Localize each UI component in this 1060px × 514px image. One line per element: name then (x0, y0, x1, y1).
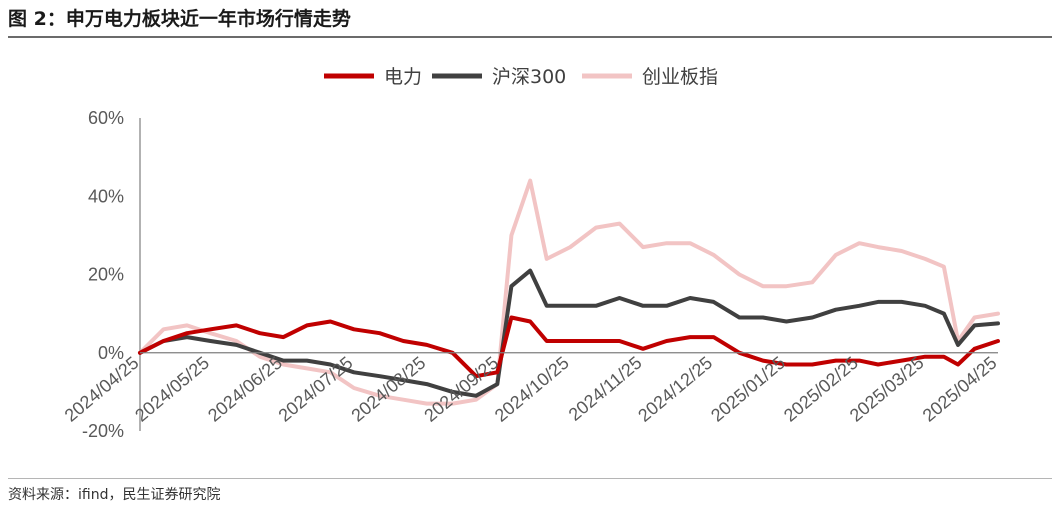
figure-title: 图 2：申万电力板块近一年市场行情走势 (8, 8, 351, 30)
legend-label: 电力 (384, 66, 422, 88)
x-tick-label: 2024/04/25 (61, 353, 143, 426)
y-tick-label: 0% (98, 343, 124, 363)
line-chart: -20%0%20%40%60%2024/04/252024/05/252024/… (61, 66, 1001, 441)
series-line-1 (138, 315, 1000, 379)
title-rule (8, 36, 1052, 38)
source-note: 资料来源：ifind，民生证券研究院 (8, 487, 221, 503)
y-tick-label: 60% (88, 108, 124, 128)
y-tick-label: 40% (88, 186, 124, 206)
x-tick-label: 2025/01/25 (707, 352, 789, 425)
source-rule (8, 478, 1052, 479)
y-tick-label: -20% (82, 421, 124, 441)
x-tick-label: 2024/12/25 (634, 353, 716, 426)
x-tick-label: 2024/05/25 (131, 352, 213, 425)
legend-label: 沪深300 (492, 66, 566, 88)
series-line-3 (138, 178, 1000, 406)
x-tick-label: 2024/10/25 (491, 353, 573, 426)
x-tick-label: 2024/06/25 (204, 353, 286, 426)
x-tick-label: 2024/11/25 (565, 352, 646, 424)
legend-label: 创业板指 (642, 66, 718, 88)
y-tick-label: 20% (88, 265, 124, 285)
series-line-2 (138, 268, 1000, 398)
